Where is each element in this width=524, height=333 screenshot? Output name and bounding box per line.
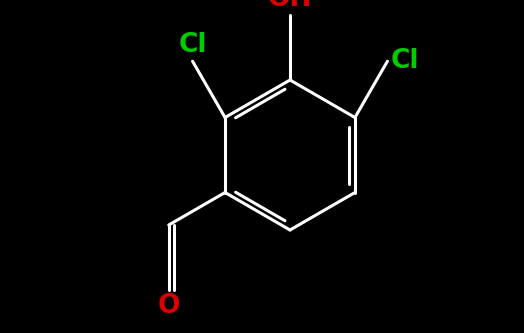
- Text: O: O: [158, 293, 180, 319]
- Text: OH: OH: [268, 0, 312, 12]
- Text: Cl: Cl: [390, 48, 419, 74]
- Text: Cl: Cl: [178, 32, 207, 58]
